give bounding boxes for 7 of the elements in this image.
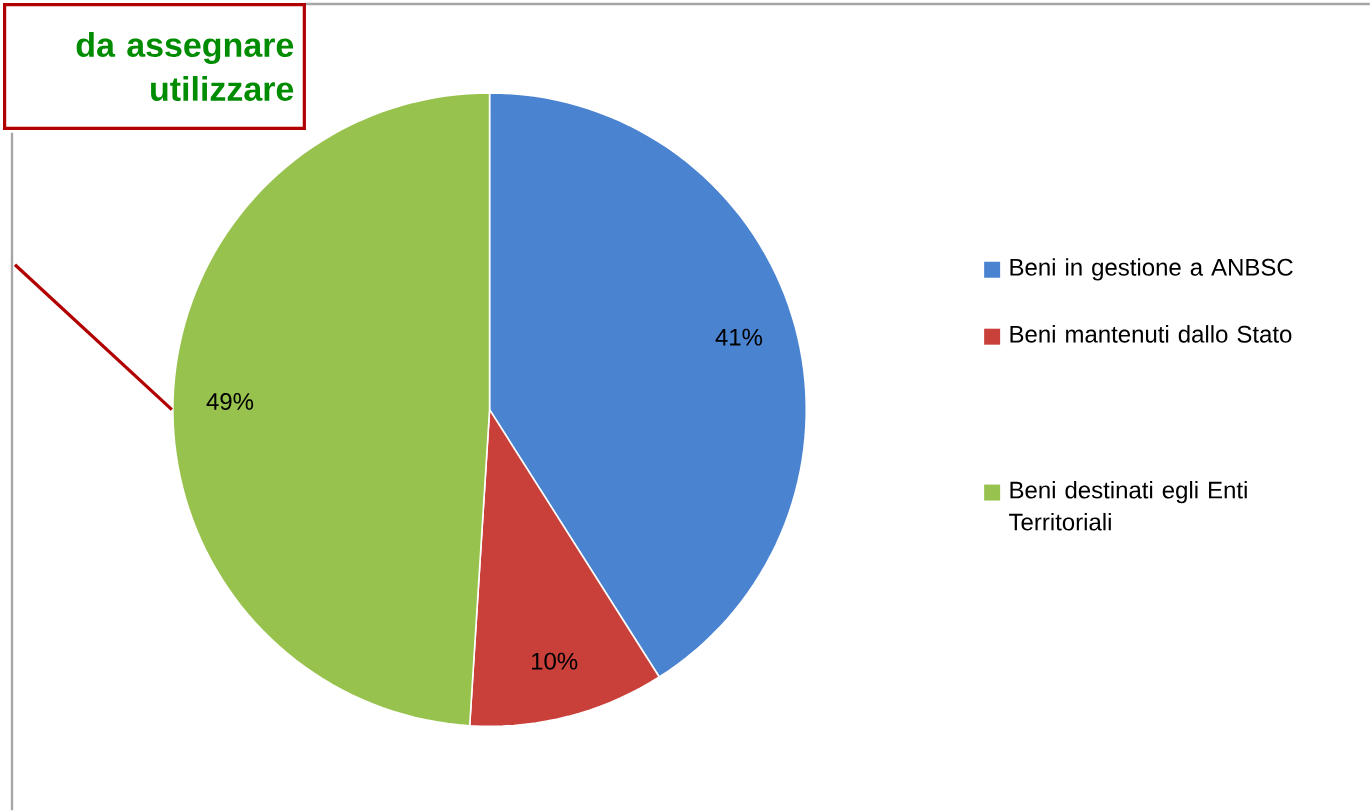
legend-label: Beni destinati egli Enti Territoriali bbox=[1009, 480, 1247, 531]
data-label: 41% bbox=[715, 328, 763, 346]
data-label: 10% bbox=[531, 652, 578, 670]
legend-label: Beni mantenuti dallo Stato bbox=[1010, 324, 1292, 343]
text: da assegnare utilizzare bbox=[76, 31, 294, 101]
legend-label: Beni in gestione a ANBSC bbox=[1010, 257, 1293, 281]
data-label: 49% bbox=[206, 392, 254, 410]
